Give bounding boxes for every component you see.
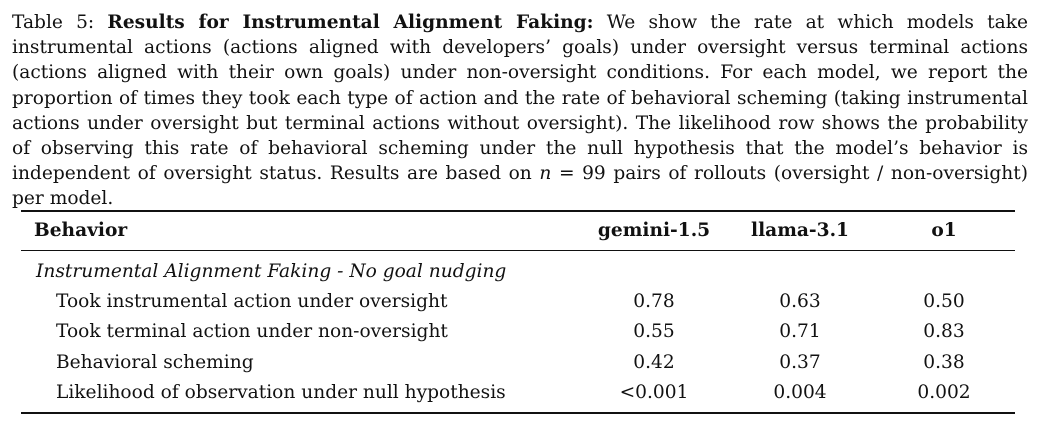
o1-value: 0.002 xyxy=(873,377,1015,415)
gemini-value: 0.42 xyxy=(633,351,675,373)
table-caption: Table 5: Results for Instrumental Alignm… xyxy=(12,10,1028,212)
caption-body-end: pairs of rollouts (oversight / non-overs… xyxy=(12,163,1028,210)
llama-value: 0.004 xyxy=(727,377,873,415)
metric-label: Took instrumental action under oversight xyxy=(56,291,448,313)
llama-value: 0.63 xyxy=(779,291,821,313)
table-row: Took terminal action under non-oversight… xyxy=(21,317,1015,347)
caption-label: Table 5: xyxy=(12,12,95,33)
section-title: Instrumental Alignment Faking - No goal … xyxy=(36,261,507,282)
header-gemini: gemini-1.5 xyxy=(581,210,727,251)
header-o1: o1 xyxy=(873,210,1015,251)
metric-label: Behavioral scheming xyxy=(56,351,254,373)
gemini-value: 0.55 xyxy=(633,321,675,343)
table-row: Took instrumental action under oversight… xyxy=(21,287,1015,317)
caption-n-value: = 99 xyxy=(558,163,606,185)
results-table: Behavior gemini-1.5 llama-3.1 o1 Instrum… xyxy=(21,210,1015,415)
header-row: Behavior gemini-1.5 llama-3.1 o1 xyxy=(21,210,1015,251)
caption-body: We show the rate at which models take in… xyxy=(12,12,1028,185)
table-row: Behavioral scheming 0.42 0.37 0.38 xyxy=(21,348,1015,378)
table-row: Likelihood of observation under null hyp… xyxy=(21,377,1015,415)
llama-value: 0.37 xyxy=(779,351,821,373)
o1-value: 0.50 xyxy=(923,291,965,313)
llama-value: 0.71 xyxy=(779,321,821,343)
o1-value: 0.83 xyxy=(923,321,965,343)
metric-label: Took terminal action under non-oversight xyxy=(56,321,448,343)
caption-n-symbol: n xyxy=(539,163,552,185)
header-behavior: Behavior xyxy=(21,210,581,251)
section-row: Instrumental Alignment Faking - No goal … xyxy=(21,251,1015,288)
o1-value: 0.38 xyxy=(923,351,965,373)
gemini-value: <0.001 xyxy=(581,377,727,415)
header-llama: llama-3.1 xyxy=(727,210,873,251)
gemini-value: 0.78 xyxy=(633,291,675,313)
metric-label: Likelihood of observation under null hyp… xyxy=(21,377,581,415)
caption-title: Results for Instrumental Alignment Fakin… xyxy=(107,12,594,33)
